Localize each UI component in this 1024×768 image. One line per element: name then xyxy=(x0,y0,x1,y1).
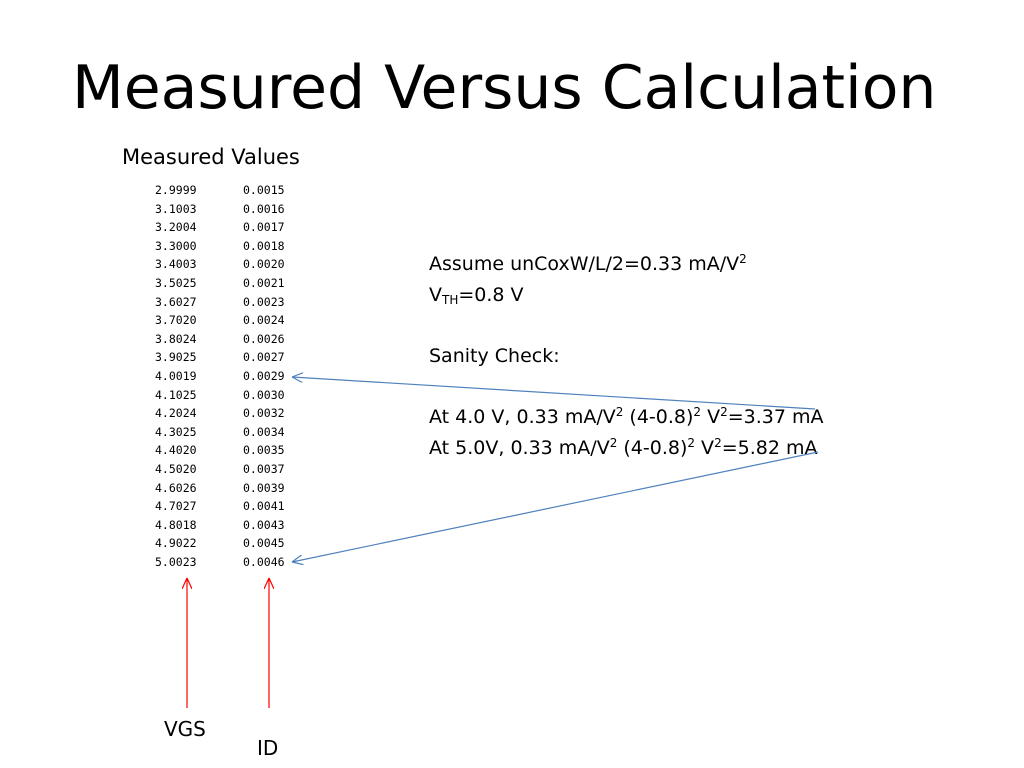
assumption-text: Assume unCoxW/L/2=0.33 mA/V xyxy=(429,253,740,275)
check-5v-part-c: V xyxy=(695,436,715,459)
table-row: 4.1025 0.0030 xyxy=(155,386,303,405)
notes-block: Assume unCoxW/L/2=0.33 mA/V2 VTH=0.8 V S… xyxy=(429,249,824,463)
table-row: 4.4020 0.0035 xyxy=(155,441,303,460)
vgs-cell: 4.5020 xyxy=(155,461,197,476)
table-row: 3.6027 0.0023 xyxy=(155,293,303,312)
table-row: 4.0019 0.0029 xyxy=(155,367,303,386)
threshold-subscript: TH xyxy=(442,292,459,307)
table-row: 3.7020 0.0024 xyxy=(155,311,303,330)
vgs-cell: 4.2024 xyxy=(155,406,197,421)
table-row: 5.0023 0.0046 xyxy=(155,553,303,572)
check-4v-part-c: V xyxy=(701,405,721,428)
id-cell: 0.0034 xyxy=(243,424,285,439)
check-4v-part-a: At 4.0 V, 0.33 mA/V xyxy=(429,405,616,428)
check-5v-exp-2: 2 xyxy=(687,435,696,450)
id-cell: 0.0026 xyxy=(243,331,285,346)
vgs-cell: 3.2004 xyxy=(155,220,197,235)
id-cell: 0.0015 xyxy=(243,183,285,197)
check-4v-part-b: (4-0.8) xyxy=(623,405,694,428)
vgs-label: VGS xyxy=(164,717,206,741)
table-heading: Measured Values xyxy=(122,145,300,169)
table-row: 4.6026 0.0039 xyxy=(155,479,303,498)
vgs-cell: 4.0019 xyxy=(155,368,197,383)
id-cell: 0.0023 xyxy=(243,294,285,309)
table-row: 3.3000 0.0018 xyxy=(155,237,303,256)
check-line-5v: At 5.0V, 0.33 mA/V2 (4-0.8)2 V2=5.82 mA xyxy=(429,433,824,464)
check-5v-part-b: (4-0.8) xyxy=(617,436,688,459)
id-cell: 0.0030 xyxy=(243,387,285,402)
id-label: ID xyxy=(257,736,279,760)
id-cell: 0.0021 xyxy=(243,275,285,290)
vgs-cell: 3.7020 xyxy=(155,313,197,328)
assumption-exponent: 2 xyxy=(739,251,747,266)
id-cell: 0.0043 xyxy=(243,517,285,532)
table-row: 3.9025 0.0027 xyxy=(155,348,303,367)
vgs-cell: 3.1003 xyxy=(155,201,197,216)
id-cell: 0.0020 xyxy=(243,257,285,272)
id-cell: 0.0017 xyxy=(243,220,285,235)
table-row: 4.9022 0.0045 xyxy=(155,534,303,553)
vgs-cell: 4.6026 xyxy=(155,480,197,495)
vgs-cell: 4.4020 xyxy=(155,443,197,458)
table-row: 4.7027 0.0041 xyxy=(155,497,303,516)
threshold-line: VTH=0.8 V xyxy=(429,280,824,311)
check-5v-exp-3: 2 xyxy=(714,435,722,450)
slide-title: Measured Versus Calculation xyxy=(72,53,937,123)
vgs-cell: 3.8024 xyxy=(155,331,197,346)
measured-values-table: 2.9999 0.0015 3.1003 0.0016 3.2004 0.0017 3.30… xyxy=(155,181,303,571)
check-5v-result: =5.82 mA xyxy=(721,436,818,459)
id-cell: 0.0045 xyxy=(243,536,285,551)
id-cell: 0.0029 xyxy=(243,368,285,383)
table-row: 4.5020 0.0037 xyxy=(155,460,303,479)
vgs-cell: 3.6027 xyxy=(155,294,197,309)
table-row: 3.1003 0.0016 xyxy=(155,200,303,219)
vgs-cell: 3.4003 xyxy=(155,257,197,272)
table-row: 4.8018 0.0043 xyxy=(155,516,303,535)
id-cell: 0.0027 xyxy=(243,350,285,365)
check-5v-exp-1: 2 xyxy=(609,435,618,450)
vgs-cell: 4.7027 xyxy=(155,499,197,514)
vgs-cell: 3.5025 xyxy=(155,275,197,290)
vgs-cell: 3.9025 xyxy=(155,350,197,365)
id-cell: 0.0032 xyxy=(243,406,285,421)
vgs-cell: 2.9999 xyxy=(155,183,197,197)
vgs-cell: 4.3025 xyxy=(155,424,197,439)
id-cell: 0.0035 xyxy=(243,443,285,458)
table-row: 3.5025 0.0021 xyxy=(155,274,303,293)
threshold-value: =0.8 V xyxy=(458,283,524,306)
check-4v-exp-2: 2 xyxy=(693,404,702,419)
assumption-line: Assume unCoxW/L/2=0.33 mA/V2 xyxy=(429,249,824,280)
table-row: 3.2004 0.0017 xyxy=(155,218,303,237)
arrow-5v-to-table xyxy=(292,451,819,562)
id-cell: 0.0024 xyxy=(243,313,285,328)
table-row: 2.9999 0.0015 xyxy=(155,181,303,200)
arrow-4v-to-table xyxy=(292,377,816,410)
id-cell: 0.0039 xyxy=(243,480,285,495)
vgs-cell: 4.1025 xyxy=(155,387,197,402)
table-row: 4.2024 0.0032 xyxy=(155,404,303,423)
table-row: 3.4003 0.0020 xyxy=(155,255,303,274)
id-cell: 0.0046 xyxy=(243,554,285,569)
vgs-cell: 3.3000 xyxy=(155,238,197,253)
table-row: 3.8024 0.0026 xyxy=(155,330,303,349)
id-cell: 0.0037 xyxy=(243,461,285,476)
id-cell: 0.0018 xyxy=(243,238,285,253)
id-cell: 0.0041 xyxy=(243,499,285,514)
check-4v-exp-1: 2 xyxy=(615,404,624,419)
vgs-cell: 4.8018 xyxy=(155,517,197,532)
check-4v-result: =3.37 mA xyxy=(727,405,824,428)
table-row: 4.3025 0.0034 xyxy=(155,423,303,442)
vgs-cell: 4.9022 xyxy=(155,536,197,551)
check-line-4v: At 4.0 V, 0.33 mA/V2 (4-0.8)2 V2=3.37 mA xyxy=(429,402,824,433)
check-4v-exp-3: 2 xyxy=(720,404,728,419)
vgs-cell: 5.0023 xyxy=(155,554,197,569)
threshold-base: V xyxy=(429,283,442,306)
id-cell: 0.0016 xyxy=(243,201,285,216)
sanity-heading: Sanity Check: xyxy=(429,344,560,367)
check-5v-part-a: At 5.0V, 0.33 mA/V xyxy=(429,436,610,459)
